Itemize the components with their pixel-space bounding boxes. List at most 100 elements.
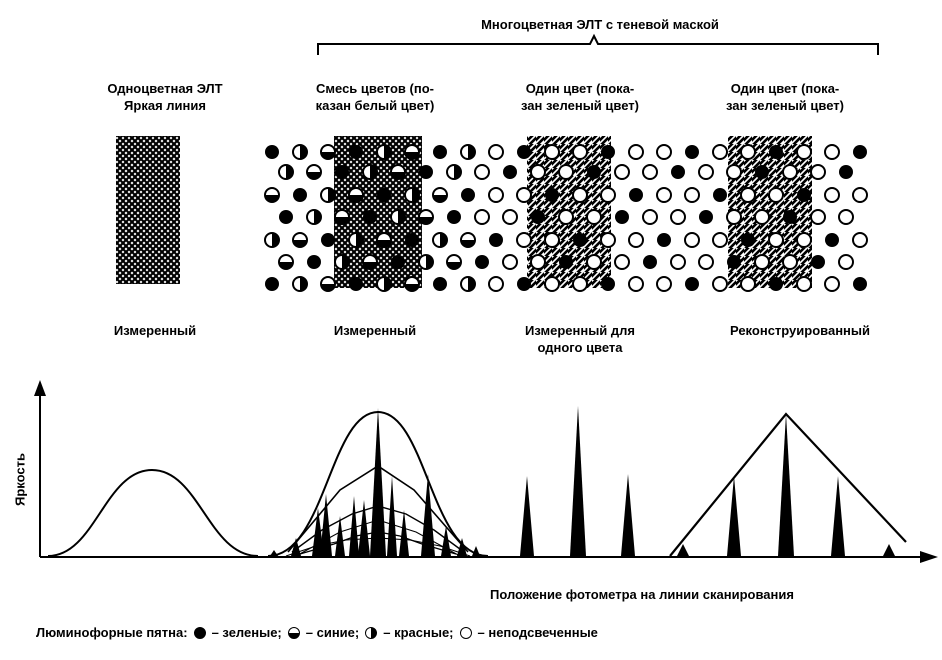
phosphor-dot <box>460 276 476 292</box>
phosphor-dot <box>614 164 630 180</box>
legend-blue: – синие; <box>305 625 360 640</box>
phosphor-dot <box>390 209 406 225</box>
legend-prefix: Люминофорные пятна: <box>36 625 188 640</box>
half-filled-dot-icon <box>287 627 300 639</box>
phosphor-dot <box>544 144 560 160</box>
phosphor-dot <box>391 255 405 269</box>
phosphor-dot <box>517 145 531 159</box>
phosphor-dot <box>432 187 448 203</box>
phosphor-dot <box>544 232 560 248</box>
phosphor-dot <box>684 187 700 203</box>
phosphor-dot <box>558 209 574 225</box>
x-axis-label: Положение фотометра на линии сканировани… <box>490 587 794 602</box>
phosphor-dot <box>657 233 671 247</box>
phosphor-dot <box>390 164 406 180</box>
phosphor-dot <box>292 232 308 248</box>
luminance-peak <box>520 476 534 556</box>
vertical-half-dot-icon <box>365 627 378 639</box>
column-heading-mono: Одноцветная ЭЛТ Яркая линия <box>107 81 223 113</box>
phosphor-dot <box>516 232 532 248</box>
phosphor-dot <box>279 210 293 224</box>
phosphor-dot <box>264 232 280 248</box>
phosphor-dot <box>278 254 294 270</box>
phosphor-dot <box>642 164 658 180</box>
luminance-peak <box>358 500 370 556</box>
phosphor-dot <box>755 165 769 179</box>
single-color-profile-curve <box>47 468 259 557</box>
phosphor-dot <box>698 254 714 270</box>
phosphor-dot <box>811 255 825 269</box>
phosphor-dot <box>600 187 616 203</box>
luminance-peak <box>335 516 345 556</box>
phosphor-dot <box>783 210 797 224</box>
legend-unlit: – неподсвеченные <box>477 625 598 640</box>
phosphor-dot <box>460 232 476 248</box>
phosphor-dot <box>447 210 461 224</box>
phosphor-dot <box>601 277 615 291</box>
phosphor-dot <box>810 164 826 180</box>
phosphor-dot <box>306 164 322 180</box>
phosphor-dot <box>782 164 798 180</box>
phosphor-dot <box>810 209 826 225</box>
phosphor-dot <box>461 188 475 202</box>
legend-green: – зеленые; <box>211 625 282 640</box>
phosphor-dot <box>517 277 531 291</box>
phosphor-dot <box>796 276 812 292</box>
phosphor-dot <box>377 188 391 202</box>
luminance-peaks <box>270 406 895 556</box>
phosphor-dot <box>853 277 867 291</box>
phosphor-dot <box>712 144 728 160</box>
phosphor-dot <box>839 165 853 179</box>
single-color-bright-line <box>116 136 180 284</box>
phosphor-dot <box>587 165 601 179</box>
phosphor-dot <box>559 255 573 269</box>
phosphor-dot <box>712 276 728 292</box>
open-dot-icon <box>459 627 472 639</box>
phosphor-dot <box>363 210 377 224</box>
phosphor-dot <box>825 233 839 247</box>
phosphor-dot <box>321 233 335 247</box>
phosphor-dot <box>852 232 868 248</box>
phosphor-dot <box>768 187 784 203</box>
phosphor-dot <box>488 276 504 292</box>
phosphor-dot <box>474 164 490 180</box>
phosphor-dot <box>796 144 812 160</box>
phosphor-dot <box>362 254 378 270</box>
luminance-peak <box>472 546 480 556</box>
phosphor-dot <box>516 187 532 203</box>
phosphor-dot <box>572 187 588 203</box>
luminance-peak <box>677 544 689 556</box>
phosphor-dot <box>740 187 756 203</box>
phosphor-dot <box>769 277 783 291</box>
phosphor-dot <box>643 255 657 269</box>
phosphor-dot <box>628 232 644 248</box>
luminance-peak <box>291 538 301 556</box>
luminance-peak <box>312 508 324 556</box>
phosphor-dot <box>615 210 629 224</box>
luminance-peak <box>570 406 586 556</box>
phosphor-dot <box>573 233 587 247</box>
phosphor-dot <box>348 232 364 248</box>
phosphor-dot <box>502 254 518 270</box>
phosphor-dot <box>349 145 363 159</box>
phosphor-dot <box>600 232 616 248</box>
phosphor-dot <box>727 255 741 269</box>
luminance-peak <box>621 474 635 556</box>
phosphor-dot <box>460 144 476 160</box>
phosphor-dot <box>740 144 756 160</box>
phosphor-dot <box>503 165 517 179</box>
phosphor-dot <box>838 254 854 270</box>
phosphor-dot <box>307 255 321 269</box>
phosphor-dot <box>642 209 658 225</box>
phosphor-dot <box>741 233 755 247</box>
phosphor-dot <box>474 209 490 225</box>
phosphor-dot <box>796 232 812 248</box>
phosphor-dot <box>572 276 588 292</box>
phosphor-dot <box>545 188 559 202</box>
luminance-peak <box>441 526 451 556</box>
column-heading-green-measured: Один цвет (пока-зан зеленый цвет) <box>521 81 639 113</box>
phosphor-dot <box>320 187 336 203</box>
phosphor-dot <box>405 233 419 247</box>
phosphor-dot <box>433 277 447 291</box>
phosphor-dot <box>489 233 503 247</box>
